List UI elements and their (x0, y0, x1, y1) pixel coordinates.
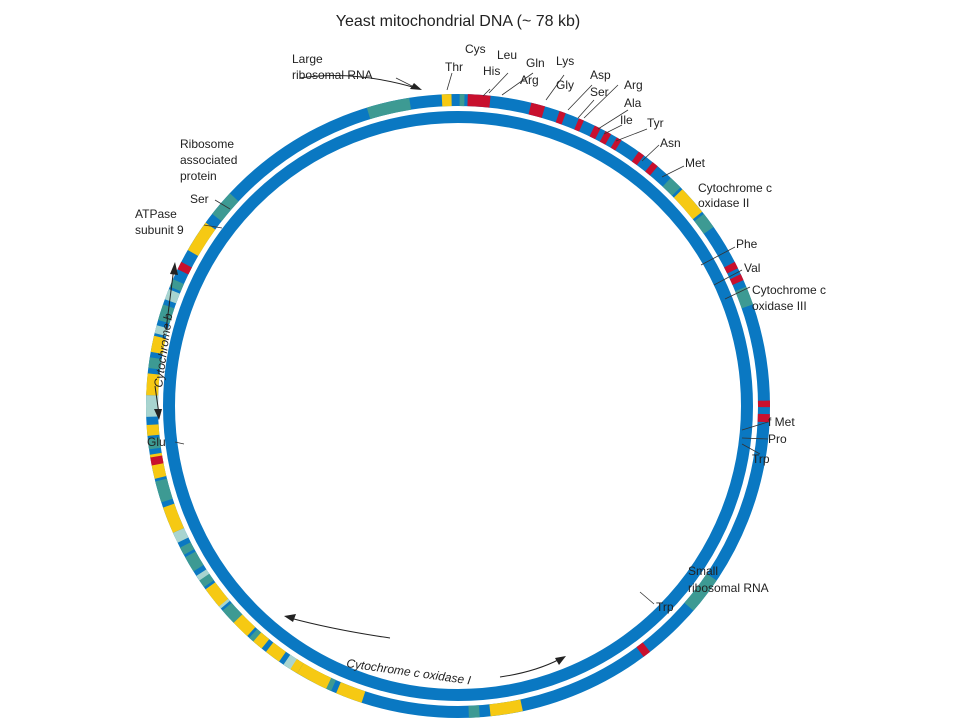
light-segment (154, 325, 169, 336)
intron-segment (148, 357, 162, 370)
label-gly: Gly (556, 78, 574, 92)
exon-segment (673, 189, 703, 220)
label-cox2-line2: oxidase II (698, 196, 749, 210)
label-leu: Leu (497, 48, 517, 62)
label-cox3-line1: Cytochrome c (752, 283, 826, 297)
exon-segment (162, 503, 184, 533)
trna-segment (528, 102, 546, 118)
diagram-title: Yeast mitochondrial DNA (~ 78 kb) (336, 13, 580, 30)
trna-segment (610, 137, 622, 151)
light-segment (164, 289, 180, 304)
label-small-rrna-line2: ribosomal RNA (688, 581, 769, 595)
intron-segment (684, 573, 717, 611)
trna-segment (150, 455, 164, 466)
gene-segments (146, 94, 771, 718)
inner-dna-ring (163, 111, 753, 701)
intron-segment (468, 705, 480, 718)
exon-segment (336, 682, 366, 703)
label-his: His (483, 64, 500, 78)
label-arg-1: Arg (520, 73, 539, 87)
intron-segment (212, 193, 239, 222)
trna-segment (599, 131, 612, 145)
label-ser-1: Ser (590, 85, 609, 99)
intron-segment (180, 542, 195, 555)
trna-segment (574, 118, 584, 132)
trna-segment (555, 110, 566, 125)
label-small-rrna-line1: Small (688, 564, 718, 578)
exon-segment (253, 632, 270, 649)
exon-segment (489, 699, 523, 717)
label-trp-1: Trp (752, 452, 770, 466)
intron-segment (199, 573, 214, 588)
exon-segment (237, 618, 254, 635)
label-val: Val (744, 261, 760, 275)
intron-segment (169, 279, 184, 292)
light-segment (283, 654, 297, 670)
label-gln: Gln (526, 56, 545, 70)
label-asn: Asn (660, 136, 681, 150)
label-glu: Glu (147, 435, 166, 449)
label-large-rrna-line1: Large (292, 52, 323, 66)
exon-segment (297, 663, 325, 686)
intron-segment (155, 478, 173, 503)
label-thr: Thr (445, 60, 463, 74)
label-rib-line2: associated (180, 153, 237, 167)
exon-segment (205, 582, 222, 599)
intron-segment (226, 606, 243, 623)
exon-segment (265, 642, 286, 662)
trna-segment (636, 642, 651, 657)
exon-segment (149, 452, 167, 479)
label-lys: Lys (556, 54, 574, 68)
trna-segment (729, 274, 744, 285)
gene-labels: Large ribosomal RNA Thr Cys His Leu Gln … (135, 42, 826, 688)
exon-segment (316, 673, 332, 689)
exon-segment (187, 222, 216, 257)
trna-segment (631, 151, 645, 166)
light-segment (172, 528, 189, 543)
trna-segment (467, 94, 491, 108)
label-met: Met (685, 156, 706, 170)
label-ala: Ala (624, 96, 642, 110)
exon-segment (150, 335, 166, 354)
label-trp-2: Trp (656, 600, 674, 614)
trna-segment (724, 261, 738, 274)
intron-segment (185, 551, 204, 572)
intron-segment (366, 97, 412, 120)
trna-segment (177, 261, 192, 275)
intron-segment (147, 437, 161, 450)
label-tyr: Tyr (647, 116, 664, 130)
label-pro: Pro (768, 432, 787, 446)
label-arg-2: Arg (624, 78, 643, 92)
exon-segment (146, 424, 160, 436)
label-rib-line1: Ribosome (180, 137, 234, 151)
arrowheads (154, 83, 566, 665)
intron-segment (735, 286, 754, 309)
trna-segment (645, 162, 658, 176)
label-atp9-line2: subunit 9 (135, 223, 184, 237)
intron-segment (662, 177, 681, 196)
label-fmet: f Met (768, 415, 795, 429)
intron-segment (694, 213, 714, 234)
label-ile: Ile (620, 113, 633, 127)
label-rib-line3: protein (180, 169, 217, 183)
label-leader-lines (174, 72, 769, 605)
dna-rings (146, 94, 771, 718)
label-cox2-line1: Cytochrome c (698, 181, 772, 195)
label-asp: Asp (590, 68, 611, 82)
label-phe: Phe (736, 237, 758, 251)
exon-segment (146, 373, 160, 396)
label-large-rrna-line2: ribosomal RNA (292, 68, 373, 82)
trna-segment (589, 125, 601, 140)
label-cys: Cys (465, 42, 486, 56)
label-cox3-line2: oxidase III (752, 299, 807, 313)
label-ser-2: Ser (190, 192, 209, 206)
label-atp9-line1: ATPase (135, 207, 177, 221)
